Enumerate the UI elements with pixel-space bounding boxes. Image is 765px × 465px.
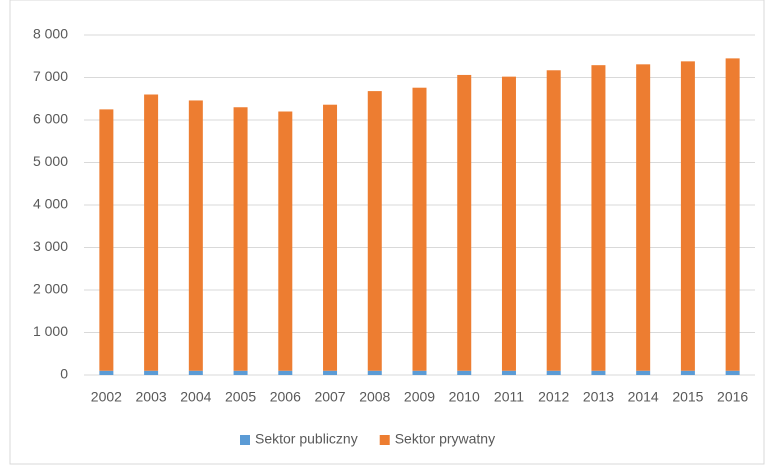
legend-label: Sektor publiczny xyxy=(255,431,358,447)
bar-segment xyxy=(323,104,338,371)
x-tick-label: 2005 xyxy=(225,389,256,405)
x-tick-label: 2013 xyxy=(583,389,614,405)
bar-segment xyxy=(412,370,427,375)
bar-segment xyxy=(323,370,338,375)
bar-segment xyxy=(233,107,248,371)
x-tick-label: 2016 xyxy=(717,389,748,405)
bar-segment xyxy=(233,370,248,375)
bar-segment xyxy=(725,58,740,371)
y-tick-label: 0 xyxy=(60,366,68,382)
bar-segment xyxy=(501,370,516,375)
y-tick-label: 1 000 xyxy=(33,323,68,339)
bar-segment xyxy=(591,370,606,375)
x-tick-label: 2007 xyxy=(314,389,345,405)
x-tick-label: 2012 xyxy=(538,389,569,405)
bar-segment xyxy=(144,94,159,371)
bar-segment xyxy=(546,370,561,375)
bar-segment xyxy=(367,370,382,375)
y-tick-label: 3 000 xyxy=(33,238,68,254)
bar-segment xyxy=(636,370,651,375)
bar-segment xyxy=(188,100,203,371)
y-tick-label: 6 000 xyxy=(33,111,68,127)
legend-swatch xyxy=(240,435,250,445)
y-tick-label: 5 000 xyxy=(33,153,68,169)
x-tick-label: 2011 xyxy=(494,389,524,405)
x-tick-label: 2002 xyxy=(91,389,122,405)
y-tick-label: 7 000 xyxy=(33,68,68,84)
x-tick-label: 2014 xyxy=(628,389,659,405)
bar-segment xyxy=(278,111,293,371)
bar-segment xyxy=(144,370,159,375)
bar-segment xyxy=(99,370,114,375)
bar-segment xyxy=(680,61,695,371)
bar-segment xyxy=(367,91,382,371)
legend-label: Sektor prywatny xyxy=(395,431,495,447)
y-tick-label: 4 000 xyxy=(33,196,68,212)
x-tick-label: 2008 xyxy=(359,389,390,405)
bar-segment xyxy=(412,87,427,371)
x-tick-label: 2006 xyxy=(270,389,301,405)
x-tick-label: 2009 xyxy=(404,389,435,405)
x-tick-label: 2004 xyxy=(180,389,211,405)
bar-segment xyxy=(188,370,203,375)
bar-segment xyxy=(99,109,114,371)
bar-segment xyxy=(591,65,606,371)
bar-segment xyxy=(501,76,516,371)
x-tick-label: 2003 xyxy=(136,389,167,405)
x-tick-label: 2015 xyxy=(672,389,703,405)
bar-segment xyxy=(278,370,293,375)
legend-swatch xyxy=(379,435,390,445)
bar-segment xyxy=(457,370,472,375)
bar-segment xyxy=(725,370,740,375)
bar-segment xyxy=(680,370,695,375)
y-tick-label: 2 000 xyxy=(33,281,68,297)
bar-segment xyxy=(636,64,651,371)
y-tick-label: 8 000 xyxy=(33,26,68,42)
x-tick-label: 2010 xyxy=(449,389,480,405)
bar-segment xyxy=(546,70,561,371)
bar-segment xyxy=(457,74,472,371)
